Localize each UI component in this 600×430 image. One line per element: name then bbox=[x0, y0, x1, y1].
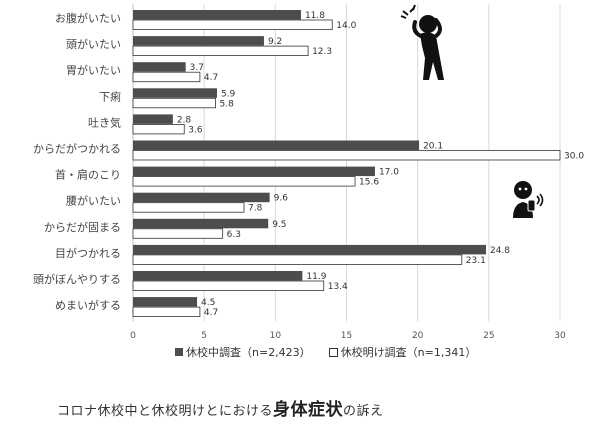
x-tick-label: 30 bbox=[554, 331, 566, 341]
x-tick-label: 25 bbox=[483, 331, 494, 341]
bar-after bbox=[132, 202, 245, 213]
value-label: 15.6 bbox=[359, 178, 379, 188]
legend-item-during: 休校中調査（n=2,423） bbox=[175, 344, 311, 360]
bar-during bbox=[133, 271, 303, 281]
caption-emphasis: 身体症状 bbox=[273, 400, 344, 420]
legend-swatch-light bbox=[328, 347, 338, 357]
value-label: 17.0 bbox=[379, 168, 399, 178]
value-label: 9.5 bbox=[272, 220, 286, 230]
bar-during bbox=[133, 218, 269, 229]
bar-during bbox=[133, 140, 420, 150]
bar-after bbox=[132, 45, 309, 56]
x-tick-label: 5 bbox=[201, 331, 207, 341]
value-label: 14.0 bbox=[336, 21, 356, 31]
gridlines bbox=[132, 4, 561, 322]
value-label: 20.1 bbox=[423, 142, 443, 152]
bar-after bbox=[132, 228, 224, 239]
category-label: お腹がいたい bbox=[55, 11, 121, 25]
bar-after bbox=[132, 97, 216, 109]
bar-during bbox=[133, 62, 186, 72]
value-label: 4.7 bbox=[204, 308, 218, 318]
value-label: 7.8 bbox=[248, 204, 263, 214]
category-label: 首・肩のこり bbox=[55, 168, 121, 182]
bar-after bbox=[132, 71, 201, 83]
legend-item-after: 休校明け調査（n=1,341） bbox=[328, 344, 477, 360]
bar-after bbox=[132, 150, 561, 161]
bar-during bbox=[133, 192, 270, 203]
bar-during bbox=[133, 88, 217, 98]
value-label: 11.9 bbox=[306, 272, 326, 282]
category-label: 吐き気 bbox=[88, 115, 121, 129]
bar-after bbox=[132, 280, 325, 291]
value-label: 5.8 bbox=[220, 99, 235, 109]
bar-after bbox=[132, 176, 356, 187]
value-label: 2.8 bbox=[177, 115, 192, 125]
bar-after bbox=[132, 124, 185, 135]
bar-after bbox=[132, 254, 463, 265]
bar-during bbox=[133, 114, 173, 124]
value-label: 12.3 bbox=[312, 47, 332, 57]
category-label: からだが固まる bbox=[44, 220, 121, 234]
bar-during bbox=[133, 166, 375, 177]
legend-label-during: 休校中調査（n=2,423） bbox=[186, 346, 311, 359]
bar-after bbox=[132, 306, 201, 318]
bars bbox=[132, 10, 561, 318]
category-label: 下痢 bbox=[99, 89, 121, 103]
category-label: 目がつかれる bbox=[55, 246, 121, 260]
bar-during bbox=[133, 244, 486, 255]
value-label: 30.0 bbox=[564, 152, 584, 162]
x-tick-label: 20 bbox=[412, 331, 424, 341]
value-label: 5.9 bbox=[221, 89, 236, 99]
category-label: 頭がぼんやりする bbox=[33, 272, 121, 286]
value-label: 24.8 bbox=[490, 246, 510, 256]
x-tick-label: 10 bbox=[270, 331, 282, 341]
caption-before: コロナ休校中と休校明けとにおける bbox=[57, 404, 274, 419]
headache-person-icon bbox=[400, 4, 444, 80]
value-label: 3.7 bbox=[190, 63, 204, 73]
value-label: 4.5 bbox=[201, 298, 215, 308]
chart-caption: コロナ休校中と休校明けとにおける身体症状の訴え bbox=[57, 395, 384, 420]
x-tick-label: 15 bbox=[341, 331, 352, 341]
bar-during bbox=[133, 10, 301, 20]
category-label: からだがつかれる bbox=[33, 142, 121, 156]
legend-swatch-dark bbox=[175, 348, 183, 356]
value-label: 11.8 bbox=[305, 11, 325, 21]
value-label: 23.1 bbox=[466, 256, 486, 266]
category-label: めまいがする bbox=[55, 298, 121, 312]
value-label: 9.2 bbox=[268, 37, 282, 47]
value-label: 6.3 bbox=[227, 230, 241, 240]
bar-after bbox=[132, 19, 333, 30]
category-label: 胃がいたい bbox=[66, 63, 121, 77]
value-label: 3.6 bbox=[188, 125, 203, 135]
phone-eye-strain-person-icon bbox=[513, 181, 544, 218]
value-label: 13.4 bbox=[328, 282, 348, 292]
value-label: 4.7 bbox=[204, 73, 218, 83]
value-label: 9.6 bbox=[274, 194, 289, 204]
labels: 0 5 10 15 20 25 30 お腹がいたい 11.8 14.0 頭がいたい 9.2 12.3 胃が… bbox=[33, 11, 584, 341]
caption-after: の訴え bbox=[343, 404, 384, 419]
category-label: 腰がいたい bbox=[66, 194, 121, 208]
category-label: 頭がいたい bbox=[66, 37, 121, 51]
bar-during bbox=[133, 36, 264, 46]
legend: 休校中調査（n=2,423） 休校明け調査（n=1,341） bbox=[175, 344, 476, 360]
x-tick-label: 0 bbox=[130, 331, 136, 341]
legend-label-after: 休校明け調査（n=1,341） bbox=[340, 346, 477, 359]
bar-during bbox=[133, 297, 198, 307]
